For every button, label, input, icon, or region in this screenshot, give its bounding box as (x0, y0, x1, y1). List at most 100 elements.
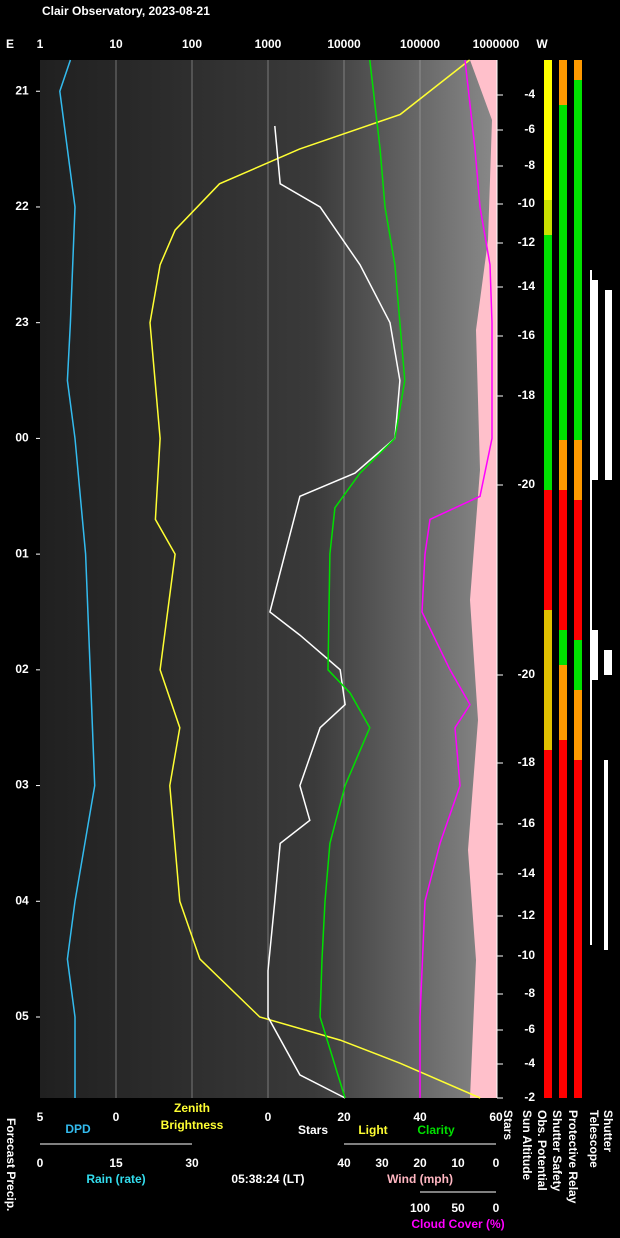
status-segment (544, 490, 552, 610)
status-segment (574, 60, 582, 80)
status-segment (559, 490, 567, 630)
rain-label: Rain (rate) (86, 1172, 145, 1186)
top-tick-label: 1000 (255, 37, 282, 51)
wind-tick-label: 20 (413, 1156, 427, 1170)
shutter-strip (604, 760, 608, 950)
telescope-strip (592, 630, 598, 680)
stars-label: Stars (298, 1123, 328, 1137)
sun-tick-label: -14 (518, 279, 536, 293)
sun-tick-label: -2 (524, 1090, 535, 1104)
shutter-strip (605, 290, 612, 480)
brightness-label: Brightness (161, 1118, 224, 1132)
wind-tick-label: 40 (337, 1156, 351, 1170)
telescope-strip (592, 280, 598, 480)
west-label: W (536, 37, 548, 51)
stars-tick-label: 0 (265, 1110, 272, 1124)
time-tick-label: 00 (15, 431, 29, 445)
sun-tick-label: -10 (518, 948, 536, 962)
series-line (59, 59, 96, 1098)
status-label: Sun Altitude (520, 1110, 534, 1181)
sun-tick-label: -16 (518, 816, 536, 830)
time-tick-label: 03 (15, 778, 29, 792)
status-label: Shutter (601, 1110, 615, 1152)
pink-region (468, 60, 497, 1098)
sun-tick-label: -18 (518, 388, 536, 402)
status-segment (559, 630, 567, 665)
time-tick-label: 05 (15, 1009, 29, 1023)
time-tick-label: 23 (15, 315, 29, 329)
cloud-tick-label: 100 (410, 1201, 430, 1215)
clarity-label: Clarity (417, 1123, 455, 1137)
sun-tick-label: -10 (518, 196, 536, 210)
series-line (267, 125, 401, 1099)
top-tick-label: 1 (37, 37, 44, 51)
title: Clair Observatory, 2023-08-21 (42, 4, 210, 18)
wind-tick-label: 30 (375, 1156, 389, 1170)
sun-tick-label: -20 (518, 477, 536, 491)
time-tick-label: 02 (15, 662, 29, 676)
sky-background (40, 60, 497, 1098)
rain-tick-label: 0 (37, 1156, 44, 1170)
cloud-tick-label: 0 (493, 1201, 500, 1215)
dpd-tick-label: 5 (37, 1110, 44, 1124)
series-line (319, 59, 406, 1099)
wind-tick-label: 10 (451, 1156, 465, 1170)
rain-tick-label: 30 (185, 1156, 199, 1170)
rain-tick-label: 15 (109, 1156, 123, 1170)
status-segment (574, 760, 582, 1098)
dpd-tick-label: 0 (113, 1110, 120, 1124)
stars-tick-label: 20 (337, 1110, 351, 1124)
status-segment (574, 500, 582, 640)
top-tick-label: 10000 (327, 37, 361, 51)
telescope-strip (590, 270, 592, 945)
shutter-strip (604, 650, 612, 675)
top-tick-label: 1000000 (473, 37, 520, 51)
time-tick-label: 21 (15, 83, 29, 97)
status-segment (559, 740, 567, 1098)
status-label: Shutter Safety (550, 1110, 564, 1192)
status-segment (574, 80, 582, 440)
time-tick-label: 01 (15, 546, 29, 560)
top-tick-label: 100 (182, 37, 202, 51)
brightness-label: Zenith (174, 1101, 210, 1115)
sun-tick-label: -4 (524, 87, 535, 101)
status-label: Telescope (587, 1110, 601, 1168)
wind-label: Wind (mph) (387, 1172, 453, 1186)
east-label: E (6, 37, 14, 51)
sun-tick-label: -20 (518, 667, 536, 681)
sun-tick-label: -8 (524, 158, 535, 172)
sun-tick-label: -6 (524, 122, 535, 136)
stars-tick-label: 60 (489, 1110, 503, 1124)
sun-tick-label: -8 (524, 986, 535, 1000)
status-strips (544, 60, 612, 1098)
timestamp: 05:38:24 (LT) (231, 1172, 304, 1186)
sun-tick-label: -12 (518, 908, 536, 922)
status-segment (559, 105, 567, 440)
time-tick-label: 22 (15, 199, 29, 213)
dpd-label: DPD (65, 1122, 91, 1136)
sun-tick-label: -6 (524, 1022, 535, 1036)
status-segment (574, 440, 582, 500)
forecast-label: Forecast Precip. (4, 1118, 18, 1211)
status-segment (559, 440, 567, 490)
cloud-tick-label: 50 (451, 1201, 465, 1215)
status-segment (544, 750, 552, 1098)
sun-tick-label: -18 (518, 755, 536, 769)
time-tick-label: 04 (15, 893, 29, 907)
status-label: Obs. Potential (535, 1110, 549, 1191)
sun-tick-label: -14 (518, 866, 536, 880)
status-segment (574, 690, 582, 760)
sun-tick-label: -16 (518, 328, 536, 342)
top-tick-label: 10 (109, 37, 123, 51)
status-segment (574, 640, 582, 690)
status-segment (559, 665, 567, 740)
sun-tick-label: -12 (518, 235, 536, 249)
status-segment (544, 235, 552, 490)
series-line (419, 59, 493, 1098)
light-label: Light (358, 1123, 387, 1137)
top-tick-label: 100000 (400, 37, 440, 51)
status-label: Stars (501, 1110, 515, 1140)
status-segment (559, 60, 567, 105)
status-segment (544, 60, 552, 200)
